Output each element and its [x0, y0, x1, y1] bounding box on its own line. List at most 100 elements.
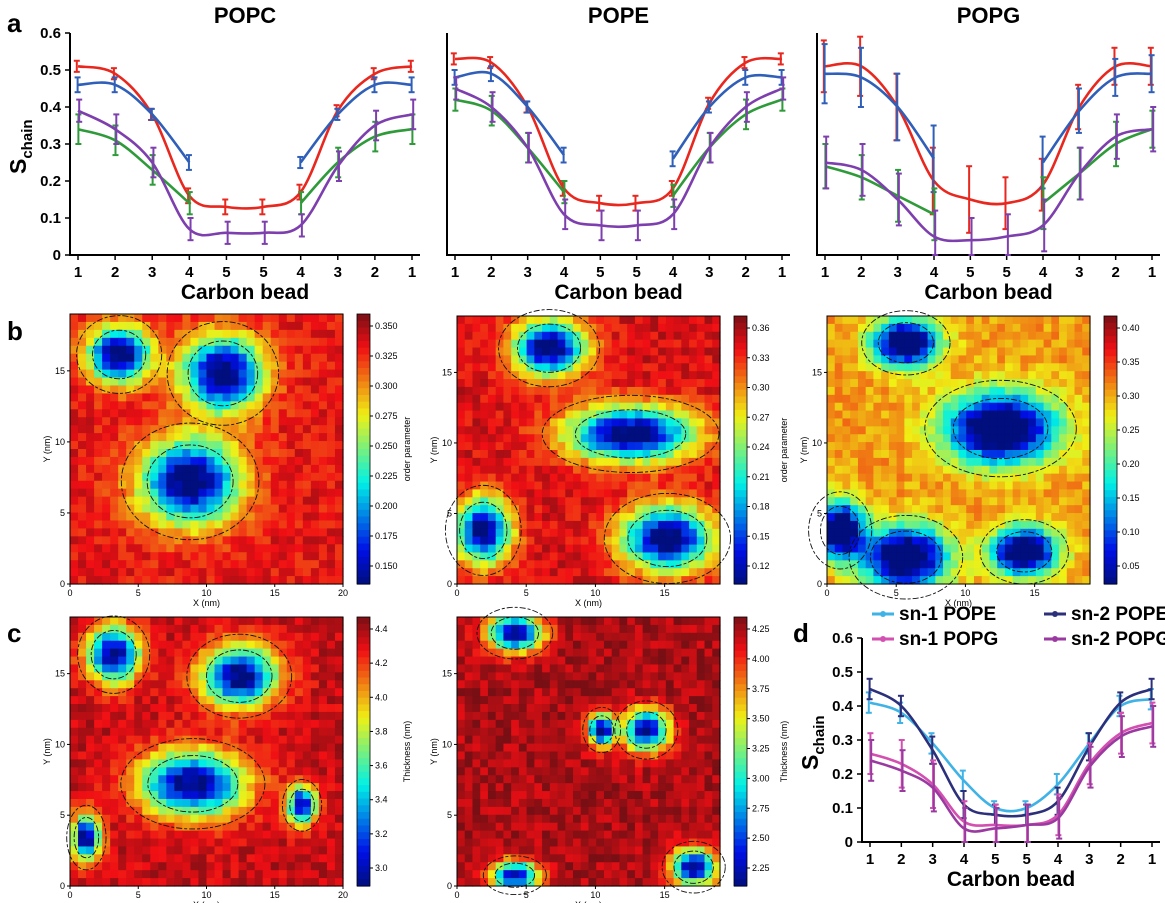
chart-title: POPE: [588, 3, 649, 28]
colorbar-step: [1104, 443, 1117, 451]
heatmap-cell: [943, 489, 952, 498]
heatmap-cell: [1020, 402, 1029, 412]
heatmap-cell: [238, 552, 248, 561]
heatmap-cell: [989, 536, 998, 546]
heatmap-cell: [857, 568, 867, 577]
heatmap-cell: [950, 402, 960, 412]
heatmap-cell: [673, 513, 682, 522]
heatmap-cell: [650, 528, 659, 538]
heatmap-cell: [534, 442, 543, 451]
heatmap-cell: [254, 377, 264, 387]
heatmap-cell: [904, 355, 913, 364]
heatmap-cell: [658, 379, 667, 388]
heatmap-cell: [206, 735, 216, 745]
heatmap-cell: [110, 751, 119, 761]
heatmap-cell: [78, 433, 87, 442]
heatmap-cell: [935, 379, 944, 388]
heatmap-cell: [286, 704, 296, 713]
heatmap-cell: [912, 394, 921, 404]
heatmap-cell: [588, 434, 597, 443]
heatmap-cell: [464, 355, 474, 364]
heatmap-cell: [1012, 568, 1021, 577]
heatmap-cell: [712, 323, 721, 333]
heatmap-cell: [70, 544, 79, 553]
heatmap-cell: [230, 528, 240, 537]
heatmap-cell: [896, 528, 905, 538]
heatmap-cell: [973, 497, 983, 506]
heatmap-cell: [904, 513, 913, 522]
heatmap-cell: [78, 664, 87, 673]
heatmap-cell: [86, 361, 95, 371]
heatmap-cell: [254, 751, 264, 761]
heatmap-cell: [126, 504, 135, 514]
x-axis-label: X (nm): [575, 598, 602, 608]
x-axis-label: Carbon bead: [181, 281, 309, 304]
heatmap-cell: [198, 664, 208, 673]
heatmap-cell: [989, 465, 998, 475]
heatmap-cell: [302, 409, 312, 418]
x-tick-label: 5: [894, 588, 899, 598]
heatmap-cell: [834, 497, 844, 506]
heatmap-cell: [689, 363, 698, 372]
heatmap-cell: [580, 386, 590, 396]
heatmap-cell: [310, 759, 320, 768]
heatmap-cell: [534, 528, 543, 538]
heatmap-cell: [246, 329, 256, 339]
heatmap-cell: [302, 345, 312, 355]
heatmap-cell: [126, 520, 135, 530]
heatmap-cell: [511, 568, 520, 577]
heatmap-cell: [286, 719, 296, 729]
heatmap-cell: [118, 496, 127, 506]
heatmap-cell: [542, 426, 551, 435]
heatmap-cell: [222, 536, 232, 545]
heatmap-cell: [1004, 536, 1014, 546]
colorbar-step: [1104, 456, 1117, 464]
heatmap-cell: [206, 672, 216, 681]
heatmap-cell: [611, 363, 621, 372]
heatmap-cell: [206, 719, 216, 729]
heatmap-cell: [182, 544, 192, 553]
heatmap-cell: [919, 450, 929, 459]
heatmap-cell: [1074, 457, 1083, 467]
heatmap-cell: [206, 456, 216, 466]
heatmap-cell: [919, 457, 929, 467]
y-tick-label: 0: [60, 579, 65, 589]
heatmap-cell: [919, 426, 929, 435]
heatmap-cell: [457, 465, 466, 475]
colorbar-step: [357, 408, 370, 416]
heatmap-cell: [206, 369, 216, 379]
heatmap-cell: [827, 450, 836, 459]
heatmap-cell: [310, 560, 320, 569]
heatmap-cell: [526, 560, 535, 569]
heatmap-cell: [973, 363, 983, 372]
heatmap-cell: [997, 355, 1006, 364]
heatmap-cell: [86, 680, 95, 689]
heatmap-cell: [865, 339, 875, 349]
heatmap-cell: [603, 457, 613, 467]
heatmap-cell: [294, 345, 304, 355]
heatmap-cell: [246, 449, 256, 458]
heatmap-cell: [198, 648, 208, 658]
heatmap-cell: [174, 337, 184, 347]
heatmap-cell: [973, 473, 983, 483]
heatmap-cell: [495, 552, 505, 561]
heatmap-cell: [102, 456, 111, 466]
heatmap-cell: [464, 528, 474, 538]
heatmap-cell: [472, 331, 481, 341]
heatmap-cell: [158, 560, 167, 569]
x-tick-label: 4: [930, 264, 939, 281]
heatmap-cell: [1059, 450, 1068, 459]
heatmap-cell: [457, 410, 466, 420]
heatmap-cell: [214, 480, 224, 490]
heatmap-cell: [174, 656, 184, 666]
heatmap-cell: [464, 379, 474, 388]
heatmap-cell: [1028, 402, 1037, 412]
heatmap-cell: [557, 363, 566, 372]
heatmap-cell: [989, 331, 998, 341]
heatmap-cell: [142, 385, 151, 395]
heatmap-cell: [70, 345, 79, 355]
heatmap-cell: [943, 520, 952, 530]
heatmap-cell: [503, 457, 512, 467]
heatmap-cell: [1074, 528, 1083, 538]
heatmap-cell: [334, 329, 344, 339]
